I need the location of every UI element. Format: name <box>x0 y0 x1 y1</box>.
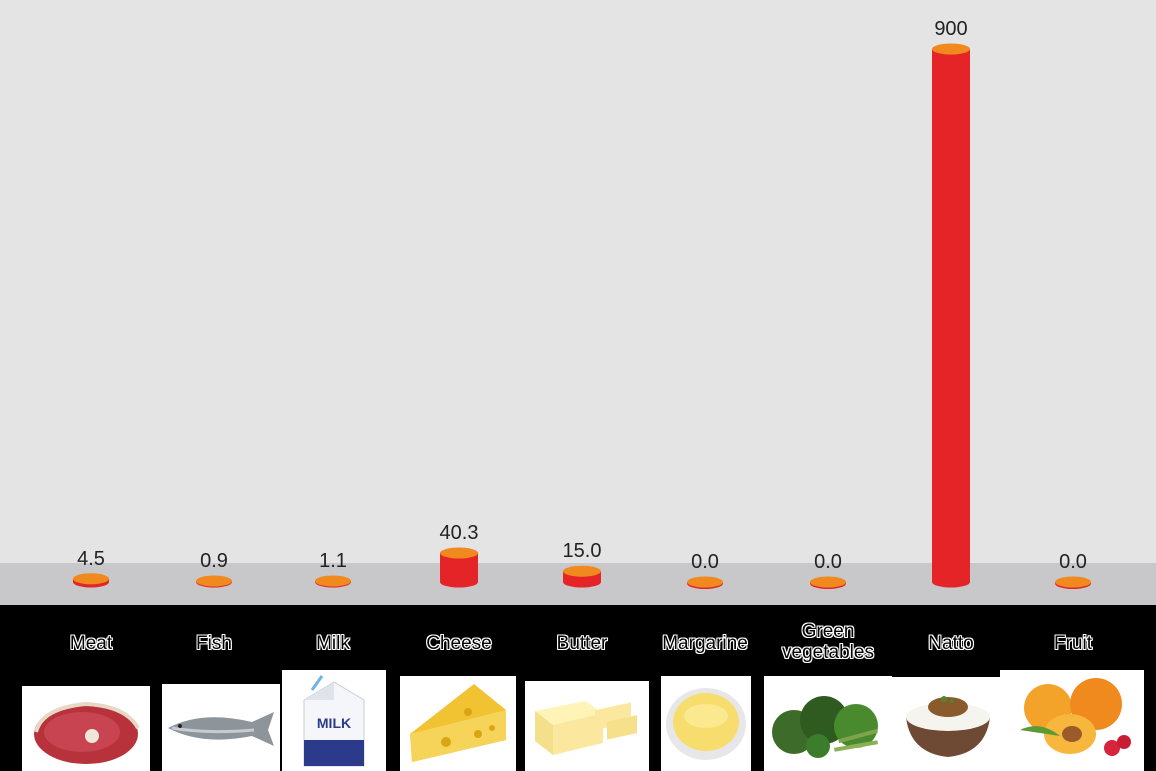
natto-bowl-icon <box>892 677 1004 771</box>
category-label: Milk <box>316 633 350 654</box>
plot-background <box>0 0 1156 563</box>
bar-top-margarine <box>687 576 723 588</box>
bar-top-green-vegetables <box>810 576 846 588</box>
fruit-apricot-icon <box>1000 670 1144 771</box>
bar-top-milk <box>315 575 351 587</box>
category-label: Natto <box>928 633 974 654</box>
category-label: Butter <box>556 633 608 654</box>
bar-top-natto <box>932 43 970 55</box>
data-label: 0.0 <box>814 551 842 573</box>
category-label: Green vegetables <box>782 621 874 663</box>
category-label: Cheese <box>426 633 492 654</box>
bars-group: 4.5 0.9 1.1 40.3 15.0 0.0 0.0 900 0.0 <box>73 18 1091 589</box>
data-label: 0.0 <box>1059 551 1087 573</box>
data-label: 0.9 <box>200 550 228 572</box>
butter-block-icon <box>525 681 649 771</box>
meat-steak-icon <box>22 686 150 771</box>
milk-carton-icon: MILK <box>282 670 386 771</box>
margarine-tub-icon <box>661 676 751 771</box>
bar-natto <box>932 49 970 588</box>
category-label: Fish <box>196 633 232 654</box>
chart: 4.5 0.9 1.1 40.3 15.0 0.0 0.0 900 0.0 <box>0 0 1156 605</box>
cheese-wedge-icon <box>400 676 516 771</box>
data-label: 1.1 <box>319 550 347 572</box>
data-label: 4.5 <box>77 548 105 570</box>
category-label: Margarine <box>662 633 748 654</box>
milk-carton-text: MILK <box>317 715 351 731</box>
bar-top-fruit <box>1055 576 1091 588</box>
data-label: 40.3 <box>440 522 479 544</box>
bar-top-meat <box>73 573 109 585</box>
data-label: 900 <box>934 18 967 40</box>
bar-top-cheese <box>440 547 478 559</box>
data-label: 15.0 <box>563 540 602 562</box>
bar-top-fish <box>196 575 232 587</box>
category-label: Meat <box>69 633 113 654</box>
data-label: 0.0 <box>691 551 719 573</box>
fish-icon <box>162 684 280 771</box>
bar-cheese <box>440 553 478 588</box>
category-label: Fruit <box>1054 633 1092 654</box>
bar-top-butter <box>563 565 601 577</box>
green-vegetables-icon <box>764 676 892 771</box>
